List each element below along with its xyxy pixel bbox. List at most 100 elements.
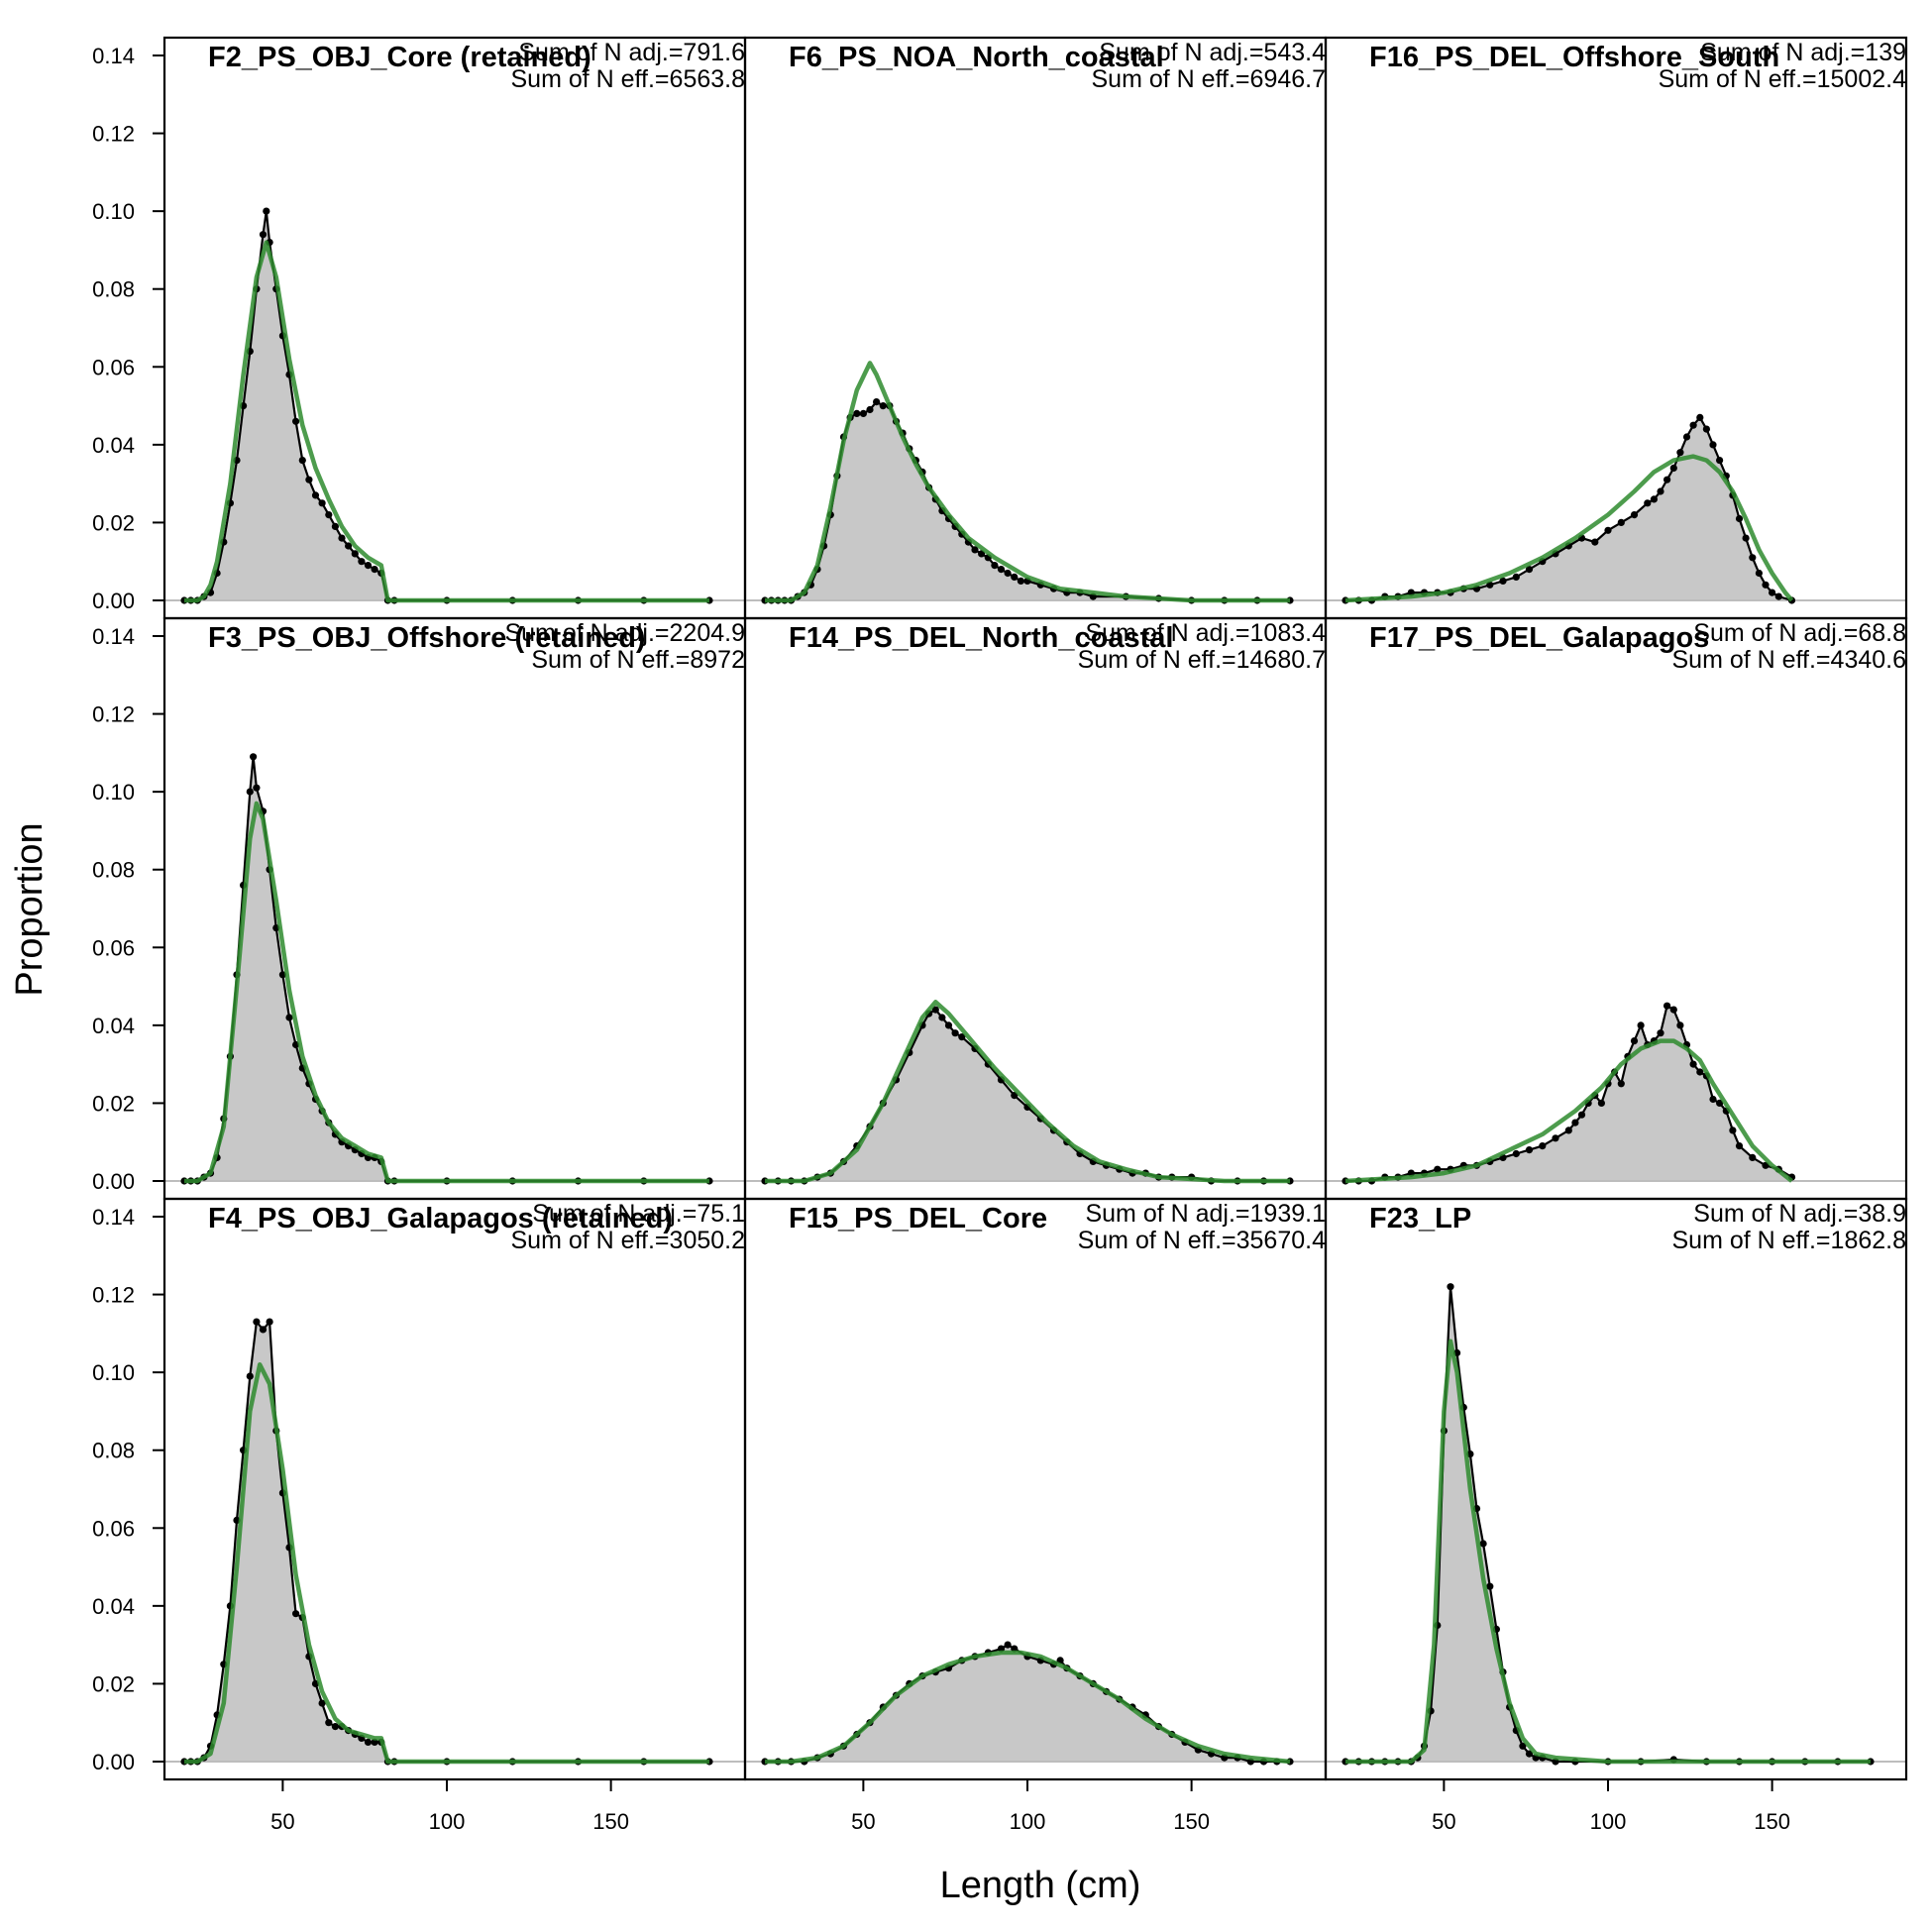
y-tick-label: 0.10 [92, 1360, 135, 1385]
observed-point [1749, 1153, 1757, 1161]
observed-point [338, 534, 346, 542]
observed-point [331, 1723, 339, 1731]
observed-point [253, 1318, 261, 1326]
observed-point [1709, 1095, 1717, 1104]
panel-stat-adj: Sum of N adj.=543.4 [1099, 39, 1326, 66]
fitted-line [765, 361, 1290, 603]
observed-point [1664, 1002, 1671, 1010]
observed-point [1669, 1006, 1677, 1014]
observed-point [859, 409, 868, 417]
y-tick-label: 0.08 [92, 858, 135, 883]
observed-point [879, 402, 887, 410]
y-tick-label: 0.12 [92, 122, 135, 147]
observed-point [364, 562, 373, 570]
observed-point [978, 550, 986, 558]
observed-point [1664, 476, 1671, 483]
observed-point [1604, 526, 1612, 534]
observed-point [1577, 1111, 1586, 1119]
observed-point [1650, 495, 1658, 503]
observed-point [1735, 514, 1744, 523]
observed-point [1702, 425, 1710, 433]
observed-point [364, 1738, 373, 1746]
observed-point [944, 1021, 953, 1029]
panel-stat-eff: Sum of N eff.=6563.8 [511, 65, 746, 93]
panel-1: 0.00 0.02 0.04 0.06 0.08 0.10 0.12 0.14 F2_PS_OB… [92, 36, 747, 620]
y-tick-label: 0.04 [92, 1014, 135, 1038]
panel-title: F6_PS_NOA_North_coastal [789, 42, 1164, 73]
observed-point [1689, 1060, 1697, 1068]
observed-point [298, 457, 306, 465]
y-tick-label: 0.08 [92, 1439, 135, 1463]
fitted-line [184, 240, 709, 603]
observed-point [1689, 421, 1697, 429]
panel-border [1324, 1197, 1908, 1781]
observed-point [1479, 1540, 1487, 1548]
panel-stat-adj: Sum of N adj.=68.8 [1693, 619, 1906, 647]
observed-point [1742, 534, 1750, 542]
panel-stat-eff: Sum of N eff.=1862.8 [1672, 1227, 1907, 1254]
x-axis-title: Length (cm) [940, 1865, 1141, 1906]
panel-stat-eff: Sum of N eff.=35670.4 [1078, 1227, 1326, 1254]
y-tick-label: 0.08 [92, 277, 135, 302]
observed-point [1564, 1127, 1572, 1134]
observed-point [1617, 518, 1625, 527]
x-tick-label: 150 [1173, 1809, 1210, 1834]
x-tick-label: 150 [1754, 1809, 1790, 1834]
panel-stat-eff: Sum of N eff.=6946.7 [1092, 65, 1327, 93]
x-tick-label: 100 [1590, 1809, 1627, 1834]
x-tick-label: 50 [270, 1809, 294, 1834]
observed-point [285, 1014, 293, 1021]
observed-point [1617, 1080, 1625, 1088]
y-tick-label: 0.02 [92, 1671, 135, 1696]
x-tick-label: 150 [592, 1809, 629, 1834]
observed-point [1434, 1165, 1442, 1173]
panel-stat-eff: Sum of N eff.=3050.2 [511, 1227, 746, 1254]
observed-point [1669, 464, 1677, 472]
panel-title: F3_PS_OBJ_Offshore (retained) [208, 622, 646, 654]
observed-point [263, 207, 270, 215]
x-tick-label: 100 [429, 1809, 466, 1834]
observed-point [266, 1318, 273, 1326]
y-tick-label: 0.00 [92, 1169, 135, 1194]
panel-stat-adj: Sum of N adj.=2204.9 [504, 619, 745, 647]
observed-point [1525, 566, 1534, 574]
observed-point [1004, 569, 1012, 578]
observed-point [1004, 1641, 1012, 1649]
observed-point [331, 522, 339, 531]
panel-7: 0.00 0.02 0.04 0.06 0.08 0.10 0.12 0.14 50 100 150… [92, 1197, 747, 1834]
panel-8: 50 100 150 F15_PS_DEL_Core Sum of N adj.=193… [743, 1197, 1328, 1834]
observed-point [1017, 577, 1024, 586]
y-tick-label: 0.00 [92, 589, 135, 613]
observed-point [1657, 487, 1664, 495]
observed-point [259, 1326, 268, 1334]
y-tick-label: 0.14 [92, 624, 135, 649]
observed-point [1762, 581, 1770, 589]
panels-group: 0.00 0.02 0.04 0.06 0.08 0.10 0.12 0.14 F2_PS_OB… [92, 36, 1908, 1834]
observed-point [1571, 1119, 1579, 1127]
panel-4: 0.00 0.02 0.04 0.06 0.08 0.10 0.12 0.14 F3_PS_OB… [92, 616, 747, 1201]
observed-point [371, 566, 378, 574]
observed-point [1729, 1127, 1737, 1134]
observed-point [1696, 413, 1704, 421]
observed-point [246, 1372, 254, 1380]
panel-stat-adj: Sum of N adj.=1939.1 [1085, 1200, 1326, 1228]
y-axis-title: Proportion [9, 822, 51, 996]
observed-point [1696, 1068, 1704, 1076]
panel-stat-adj: Sum of N adj.=75.1 [532, 1200, 745, 1228]
observed-point [1682, 433, 1691, 441]
observed-point [1512, 573, 1520, 582]
observed-point [259, 231, 268, 239]
observed-point [1657, 1029, 1664, 1037]
panel-title: F4_PS_OBJ_Galapagos (retained) [208, 1203, 673, 1234]
panel-stat-adj: Sum of N adj.=139 [1700, 39, 1906, 66]
y-tick-label: 0.12 [92, 702, 135, 727]
fitted-line [1345, 1339, 1871, 1765]
fitted-line [1344, 454, 1794, 603]
observed-point [292, 417, 300, 425]
panel-title: F2_PS_OBJ_Core (retained) [208, 42, 591, 73]
observed-point [1499, 577, 1507, 586]
observed-point [1774, 592, 1782, 600]
